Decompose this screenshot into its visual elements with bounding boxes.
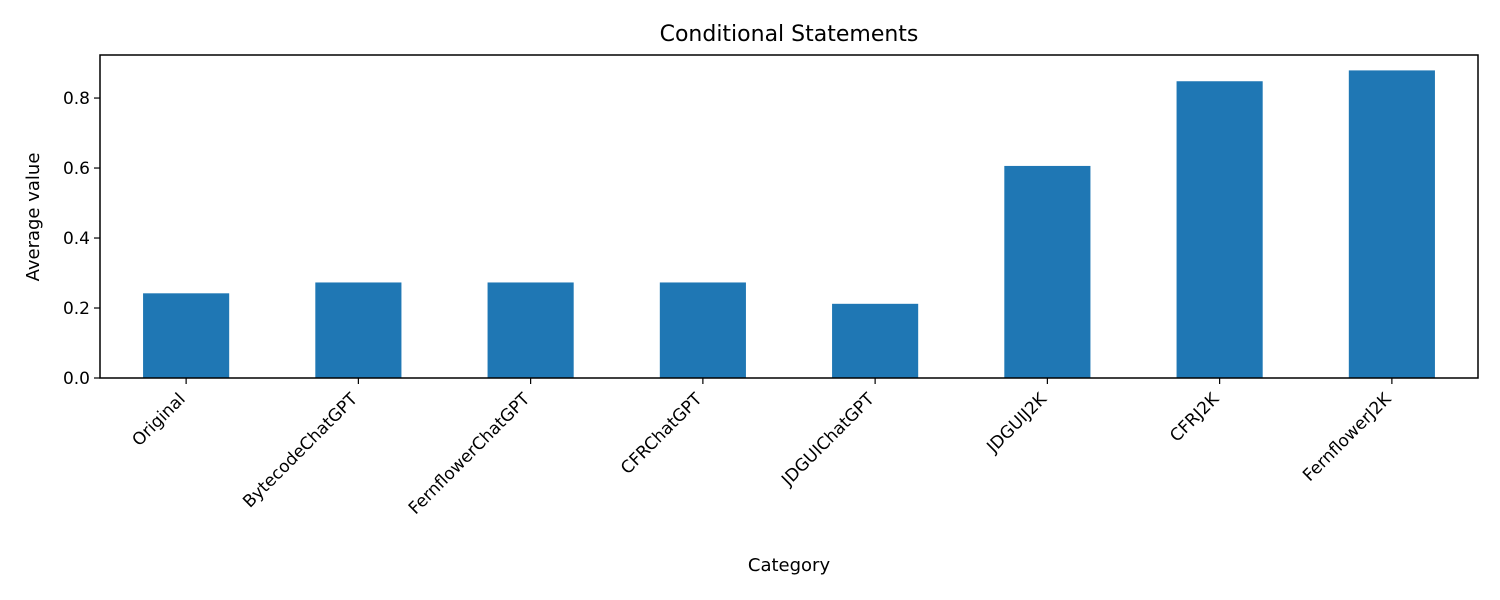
plot-frame — [99, 54, 1479, 379]
bars-layer — [143, 70, 1435, 378]
bar-FernflowerChatGPT — [487, 282, 574, 378]
x-tick-label: JDGUIChatGPT — [777, 389, 879, 491]
y-tick-label: 0.6 — [63, 159, 90, 179]
x-tick-label: CFRChatGPT — [617, 389, 707, 479]
chart-title: Conditional Statements — [660, 22, 919, 47]
bar-CFRChatGPT — [659, 282, 746, 378]
y-axis-label: Average value — [23, 153, 44, 282]
x-tick-label: Original — [128, 389, 189, 450]
bar-Original — [143, 293, 230, 378]
x-tick-label: BytecodeChatGPT — [239, 389, 362, 512]
bar-CFRJ2K — [1176, 81, 1263, 378]
bar-FernflowerJ2K — [1348, 70, 1435, 378]
x-axis-label: Category — [748, 555, 831, 576]
x-tick-label: FernflowerJ2K — [1299, 389, 1396, 486]
bar-BytecodeChatGPT — [315, 282, 402, 378]
bar-JDGUIJ2K — [1004, 165, 1091, 378]
bar-JDGUIChatGPT — [832, 303, 919, 378]
x-tick-label: JDGUIJ2K — [983, 389, 1052, 458]
x-tick-label: FernflowerChatGPT — [405, 389, 535, 519]
y-tick-label: 0.0 — [63, 369, 90, 389]
y-axis: 0.0 0.2 0.4 0.6 0.8 — [63, 89, 100, 389]
y-tick-label: 0.4 — [63, 229, 90, 249]
y-tick-label: 0.8 — [63, 89, 90, 109]
x-axis: Original BytecodeChatGPT FernflowerChatGPT… — [128, 378, 1396, 519]
y-tick-label: 0.2 — [63, 299, 90, 319]
x-tick-label: CFRJ2K — [1166, 389, 1223, 446]
